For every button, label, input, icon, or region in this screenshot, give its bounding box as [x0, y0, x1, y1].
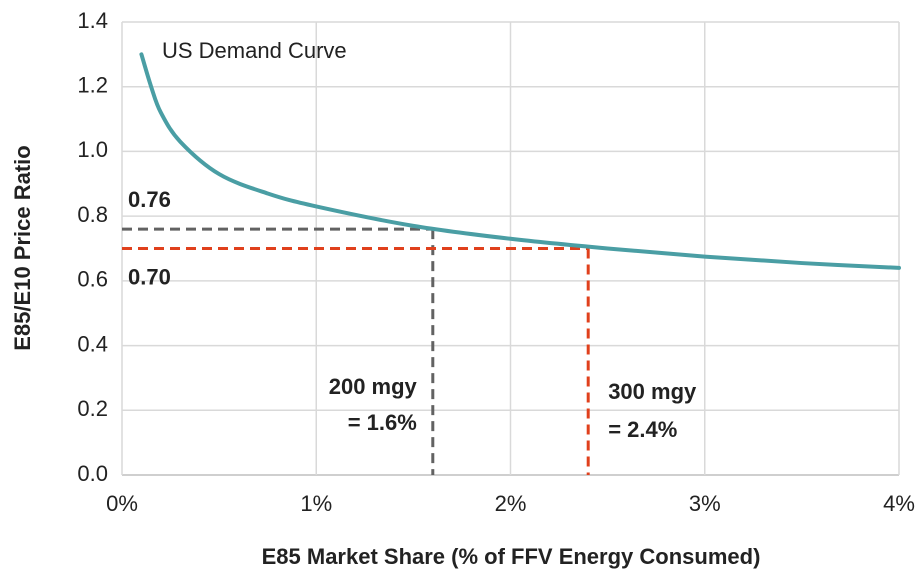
- x-tick-label: 4%: [883, 491, 915, 516]
- y-tick-label: 0.6: [77, 267, 108, 292]
- demand-curve: [139, 52, 901, 270]
- x-tick-label: 0%: [106, 491, 138, 516]
- reference-y-label: 0.76: [128, 187, 171, 212]
- x-tick-label: 3%: [689, 491, 721, 516]
- reference-x-label: 200 mgy: [329, 374, 418, 399]
- y-tick-label: 1.2: [77, 73, 108, 98]
- x-axis-title: E85 Market Share (% of FFV Energy Consum…: [262, 544, 761, 569]
- reference-x-label: = 1.6%: [348, 410, 417, 435]
- y-tick-label: 0.8: [77, 202, 108, 227]
- reference-x-label: 300 mgy: [608, 379, 697, 404]
- y-axis-title: E85/E10 Price Ratio: [10, 145, 35, 350]
- legend-label: US Demand Curve: [162, 38, 347, 63]
- reference-x-label: = 2.4%: [608, 417, 677, 442]
- y-tick-label: 0.4: [77, 331, 108, 356]
- y-tick-label: 1.0: [77, 137, 108, 162]
- y-tick-label: 0.0: [77, 461, 108, 486]
- x-tick-label: 2%: [495, 491, 527, 516]
- y-tick-label: 0.2: [77, 396, 108, 421]
- y-tick-label: 1.4: [77, 8, 108, 33]
- x-tick-label: 1%: [300, 491, 332, 516]
- reference-y-label: 0.70: [128, 264, 171, 289]
